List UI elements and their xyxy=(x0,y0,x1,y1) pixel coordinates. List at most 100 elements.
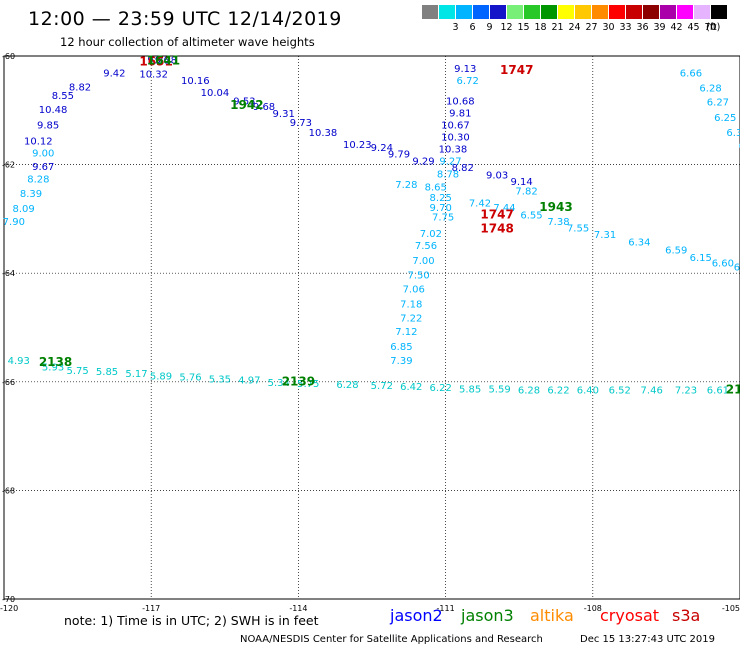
lon-tick-label: -117 xyxy=(142,604,160,613)
wave-height-value: 7.39 xyxy=(390,356,412,367)
footer-attribution: NOAA/NESDIS Center for Satellite Applica… xyxy=(240,634,543,645)
wave-height-value: 6.28 xyxy=(518,385,540,396)
wave-height-value: 10.48 xyxy=(39,105,68,116)
page-subtitle: 12 hour collection of altimeter wave hei… xyxy=(60,35,315,49)
wave-height-value: 10.38 xyxy=(439,144,468,155)
color-scale-label: 9 xyxy=(486,22,493,33)
wave-height-value: 7.75 xyxy=(432,213,454,224)
lat-tick-label: -64 xyxy=(2,269,15,278)
pass-time-label: 1943 xyxy=(539,200,572,214)
color-swatch xyxy=(609,5,626,19)
wave-height-value: 5.75 xyxy=(66,366,88,377)
wave-height-value: 10.32 xyxy=(139,69,168,80)
color-swatch xyxy=(524,5,541,19)
color-scale-label: 21 xyxy=(551,22,564,33)
color-swatch xyxy=(456,5,473,19)
color-scale-label: 70 xyxy=(704,22,717,33)
wave-height-value: 8.78 xyxy=(437,169,459,180)
color-swatch xyxy=(711,5,728,19)
map-tick-labels: -120 -117 -114 -111 -108 -105 -60 -62 -64 -66 -68 -… xyxy=(0,52,740,613)
lon-tick-label: -120 xyxy=(0,604,18,613)
wave-height-value: 9.29 xyxy=(412,156,434,167)
color-swatch xyxy=(558,5,575,19)
wave-height-value: 9.31 xyxy=(273,109,295,120)
wave-height-value: 6.55 xyxy=(520,211,542,222)
wave-height-value: 7.56 xyxy=(415,241,437,252)
color-swatch xyxy=(439,5,456,19)
wave-height-value: 7.55 xyxy=(567,224,589,235)
wave-height-value: 5.75 xyxy=(297,379,319,390)
color-scale-label: 6 xyxy=(469,22,476,33)
satellite-legend-altika: altika xyxy=(530,606,574,625)
lon-tick-label: -105 xyxy=(722,604,740,613)
wave-height-value: 9.81 xyxy=(449,108,471,119)
wave-height-value: 9.70 xyxy=(430,203,452,214)
color-swatch xyxy=(592,5,609,19)
wave-height-value: 6.28 xyxy=(699,83,721,94)
wave-height-value: 9.79 xyxy=(388,150,410,161)
wave-height-value: 9.28 xyxy=(155,55,177,66)
wave-height-value: 6.52 xyxy=(609,385,631,396)
wave-height-value: 6.59 xyxy=(665,245,687,256)
wave-height-value: 7.28 xyxy=(395,180,417,191)
color-swatch xyxy=(575,5,592,19)
wave-height-value: 10.67 xyxy=(441,120,470,131)
wave-height-value: 8.65 xyxy=(425,182,447,193)
wave-height-value: 9.73 xyxy=(290,118,312,129)
wave-height-value: 6.34 xyxy=(628,238,650,249)
wave-height-value: 9.53 xyxy=(233,97,255,108)
pass-time-label: 1942 xyxy=(230,98,263,112)
wave-height-value: 7.42 xyxy=(469,199,491,210)
footer-timestamp: Dec 15 13:27:43 UTC 2019 xyxy=(580,634,715,645)
color-scale-label: 24 xyxy=(568,22,581,33)
wave-height-value: 4.97 xyxy=(238,376,260,387)
wave-height-value: 6.27 xyxy=(707,98,729,109)
wave-height-value: 5.34 xyxy=(268,378,290,389)
wave-height-value: 8.25 xyxy=(430,193,452,204)
wave-height-value: 9.00 xyxy=(32,149,54,160)
color-scale-label: 3 xyxy=(452,22,459,33)
color-scale-label: 27 xyxy=(585,22,598,33)
color-scale-label: 42 xyxy=(670,22,683,33)
wave-height-value: 7.22 xyxy=(400,314,422,325)
wave-height-value: 10.30 xyxy=(441,132,470,143)
wave-height-value: 9.03 xyxy=(486,170,508,181)
wave-height-value: 5.89 xyxy=(150,371,172,382)
lon-tick-label: -111 xyxy=(437,604,455,613)
color-scale-label: 18 xyxy=(534,22,547,33)
wave-height-value: 6.40 xyxy=(577,385,599,396)
wave-height-value: 7.44 xyxy=(493,203,515,214)
pass-time-label: 1748 xyxy=(480,222,513,236)
lat-tick-label: -70 xyxy=(2,595,15,604)
pass-time-label: 2139 xyxy=(282,375,315,389)
wave-height-value: 5.35 xyxy=(209,375,231,386)
color-scale-label: 15 xyxy=(517,22,530,33)
wave-height-value: 9.85 xyxy=(37,120,59,131)
lat-tick-label: -66 xyxy=(2,378,15,387)
color-scale-unit: (ft) xyxy=(706,22,721,33)
wave-height-value: 7.46 xyxy=(641,385,663,396)
wave-height-value: 8.09 xyxy=(12,204,34,215)
wave-height-observations: 9.289.269.42 10.3210.1610.049.539.689.319… xyxy=(3,55,740,396)
wave-height-value: 7.23 xyxy=(675,385,697,396)
wave-height-value: 6.25 xyxy=(714,113,736,124)
map-grid xyxy=(4,56,740,599)
color-swatch xyxy=(677,5,694,19)
satellite-legend-jason2: jason2 xyxy=(390,606,443,625)
wave-height-value: 6.86 xyxy=(739,141,740,152)
wave-height-value: 5.59 xyxy=(488,384,510,395)
wave-height-value: 6.22 xyxy=(547,385,569,396)
pass-time-label: 1651 xyxy=(139,54,172,68)
pass-time-label: 2138 xyxy=(39,355,72,369)
lon-tick-label: -114 xyxy=(289,604,307,613)
lat-tick-label: -68 xyxy=(2,486,15,495)
color-swatch xyxy=(626,5,643,19)
pass-time-labels: 1651164119421747174717481943140213821392… xyxy=(39,53,740,396)
map-frame xyxy=(3,55,740,600)
wave-height-value: 6.72 xyxy=(457,76,479,87)
color-swatch xyxy=(541,5,558,19)
color-swatch xyxy=(490,5,507,19)
wave-height-value: 7.50 xyxy=(407,270,429,281)
lon-tick-label: -108 xyxy=(584,604,602,613)
